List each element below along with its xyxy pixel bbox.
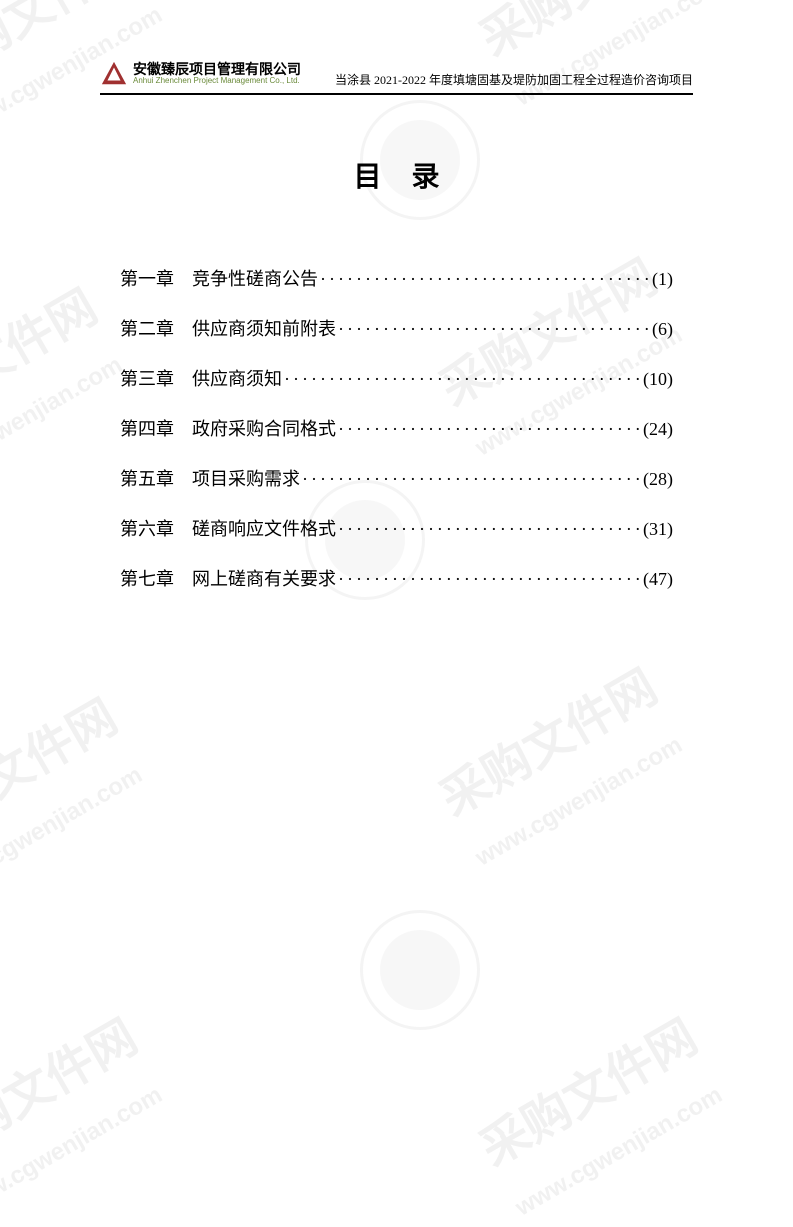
watermark-url: www.cgwenjian.com: [0, 1081, 167, 1221]
toc-chapter-label: 第六章: [120, 515, 174, 541]
watermark-url: www.cgwenjian.com: [511, 1081, 727, 1221]
toc-chapter-label: 第一章: [120, 265, 174, 291]
toc-chapter-name: 供应商须知前附表: [192, 315, 336, 341]
toc-chapter-label: 第二章: [120, 315, 174, 341]
toc-chapter-name: 网上磋商有关要求: [192, 565, 336, 591]
toc-chapter-label: 第三章: [120, 365, 174, 391]
page-header: 安徽臻辰项目管理有限公司 Anhui Zhenchen Project Mana…: [100, 60, 693, 95]
company-name-block: 安徽臻辰项目管理有限公司 Anhui Zhenchen Project Mana…: [133, 62, 301, 86]
toc-leader-dots: ········································…: [282, 369, 643, 390]
toc-chapter-name: 项目采购需求: [192, 465, 300, 491]
toc-chapter-label: 第四章: [120, 415, 174, 441]
toc-item: 第一章 竞争性磋商公告 ····························…: [120, 265, 673, 291]
toc-chapter-label: 第七章: [120, 565, 174, 591]
company-name-chinese: 安徽臻辰项目管理有限公司: [133, 62, 301, 77]
watermark-url: www.cgwenjian.com: [471, 731, 687, 871]
toc-list: 第一章 竞争性磋商公告 ····························…: [100, 265, 693, 591]
toc-leader-dots: ········································…: [300, 469, 643, 490]
toc-page-number: (6): [652, 319, 673, 340]
watermark-cn: 采购文件网: [0, 1010, 146, 1176]
toc-leader-dots: ········································…: [318, 269, 652, 290]
toc-chapter-name: 竞争性磋商公告: [192, 265, 318, 291]
toc-chapter-label: 第五章: [120, 465, 174, 491]
toc-chapter-name: 供应商须知: [192, 365, 282, 391]
company-logo-icon: [100, 60, 128, 88]
watermark-text: 采购文件网 www.cgwenjian.com: [425, 648, 695, 876]
project-title: 当涂县 2021-2022 年度填塘固基及堤防加固工程全过程造价咨询项目: [335, 71, 693, 88]
watermark-url: www.cgwenjian.com: [0, 761, 147, 901]
toc-item: 第三章 供应商须知 ······························…: [120, 365, 673, 391]
toc-item: 第二章 供应商须知前附表 ···························…: [120, 315, 673, 341]
watermark-cn: 采购文件网: [472, 1010, 706, 1176]
toc-leader-dots: ········································…: [336, 519, 643, 540]
toc-chapter-name: 政府采购合同格式: [192, 415, 336, 441]
watermark-text: 采购文件网 www.cgwenjian.com: [0, 678, 155, 906]
toc-leader-dots: ········································…: [336, 319, 652, 340]
toc-page-number: (31): [643, 519, 673, 540]
watermark-text: 采购文件网 www.cgwenjian.com: [465, 998, 735, 1226]
toc-page-number: (24): [643, 419, 673, 440]
toc-heading: 目录: [100, 155, 693, 195]
toc-item: 第七章 网上磋商有关要求 ···························…: [120, 565, 673, 591]
toc-leader-dots: ········································…: [336, 419, 643, 440]
page-content: 安徽臻辰项目管理有限公司 Anhui Zhenchen Project Mana…: [0, 0, 793, 591]
watermark-cn: 采购文件网: [0, 690, 126, 856]
toc-page-number: (47): [643, 569, 673, 590]
toc-item: 第五章 项目采购需求 ·····························…: [120, 465, 673, 491]
watermark-text: 采购文件网 www.cgwenjian.com: [0, 998, 175, 1226]
company-name-english: Anhui Zhenchen Project Management Co., L…: [133, 77, 301, 86]
toc-item: 第四章 政府采购合同格式 ···························…: [120, 415, 673, 441]
toc-item: 第六章 磋商响应文件格式 ···························…: [120, 515, 673, 541]
toc-leader-dots: ········································…: [336, 569, 643, 590]
toc-page-number: (1): [652, 269, 673, 290]
watermark-logo-icon: [360, 910, 480, 1030]
toc-chapter-name: 磋商响应文件格式: [192, 515, 336, 541]
watermark-cn: 采购文件网: [432, 660, 666, 826]
company-logo-area: 安徽臻辰项目管理有限公司 Anhui Zhenchen Project Mana…: [100, 60, 301, 88]
toc-page-number: (10): [643, 369, 673, 390]
toc-page-number: (28): [643, 469, 673, 490]
